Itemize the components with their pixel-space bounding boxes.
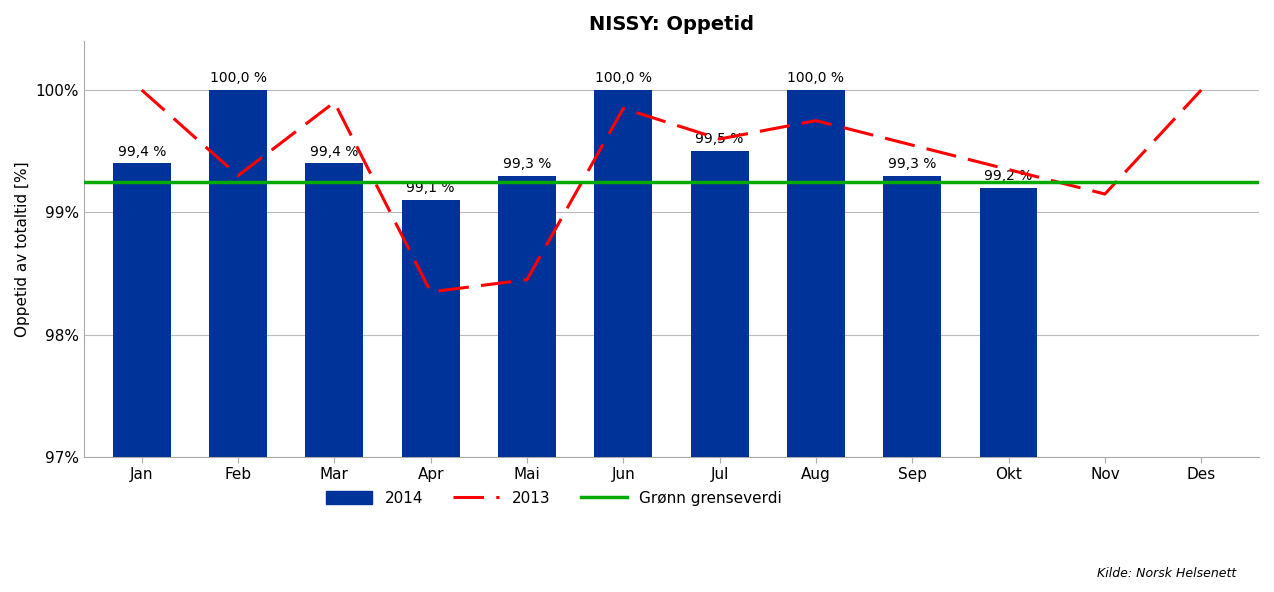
- Bar: [113, 163, 171, 457]
- Y-axis label: Oppetid av totaltid [%]: Oppetid av totaltid [%]: [15, 161, 31, 337]
- Text: 99,2 %: 99,2 %: [985, 169, 1033, 183]
- Text: 100,0 %: 100,0 %: [595, 71, 652, 85]
- 2013: [134, 86, 149, 94]
- Bar: [883, 176, 941, 457]
- 2013: [231, 172, 246, 179]
- Bar: [498, 176, 555, 457]
- 2013: [808, 117, 823, 124]
- Text: 99,5 %: 99,5 %: [696, 133, 744, 146]
- 2013: [1001, 166, 1017, 173]
- Legend: 2014, 2013, Grønn grenseverdi: 2014, 2013, Grønn grenseverdi: [320, 484, 787, 512]
- 2013: [326, 99, 341, 106]
- 2013: [1194, 86, 1209, 94]
- Bar: [691, 151, 749, 457]
- Text: 99,4 %: 99,4 %: [117, 144, 166, 159]
- Bar: [401, 200, 460, 457]
- Text: 100,0 %: 100,0 %: [787, 71, 845, 85]
- Bar: [209, 90, 268, 457]
- 2013: [1097, 191, 1112, 198]
- Text: 99,4 %: 99,4 %: [310, 144, 358, 159]
- Line: 2013: 2013: [141, 90, 1201, 292]
- Text: 99,1 %: 99,1 %: [406, 181, 455, 195]
- 2013: [615, 105, 631, 112]
- Grønn grenseverdi: [231, 178, 246, 185]
- Bar: [595, 90, 652, 457]
- Bar: [306, 163, 363, 457]
- Text: 100,0 %: 100,0 %: [209, 71, 266, 85]
- 2013: [712, 136, 727, 143]
- 2013: [905, 141, 920, 149]
- Bar: [980, 188, 1037, 457]
- 2013: [423, 288, 438, 295]
- Title: NISSY: Oppetid: NISSY: Oppetid: [589, 15, 754, 34]
- 2013: [520, 276, 535, 283]
- Text: 99,3 %: 99,3 %: [888, 157, 936, 170]
- Grønn grenseverdi: [134, 178, 149, 185]
- Bar: [787, 90, 845, 457]
- Text: Kilde: Norsk Helsenett: Kilde: Norsk Helsenett: [1097, 567, 1236, 580]
- Text: 99,3 %: 99,3 %: [503, 157, 552, 170]
